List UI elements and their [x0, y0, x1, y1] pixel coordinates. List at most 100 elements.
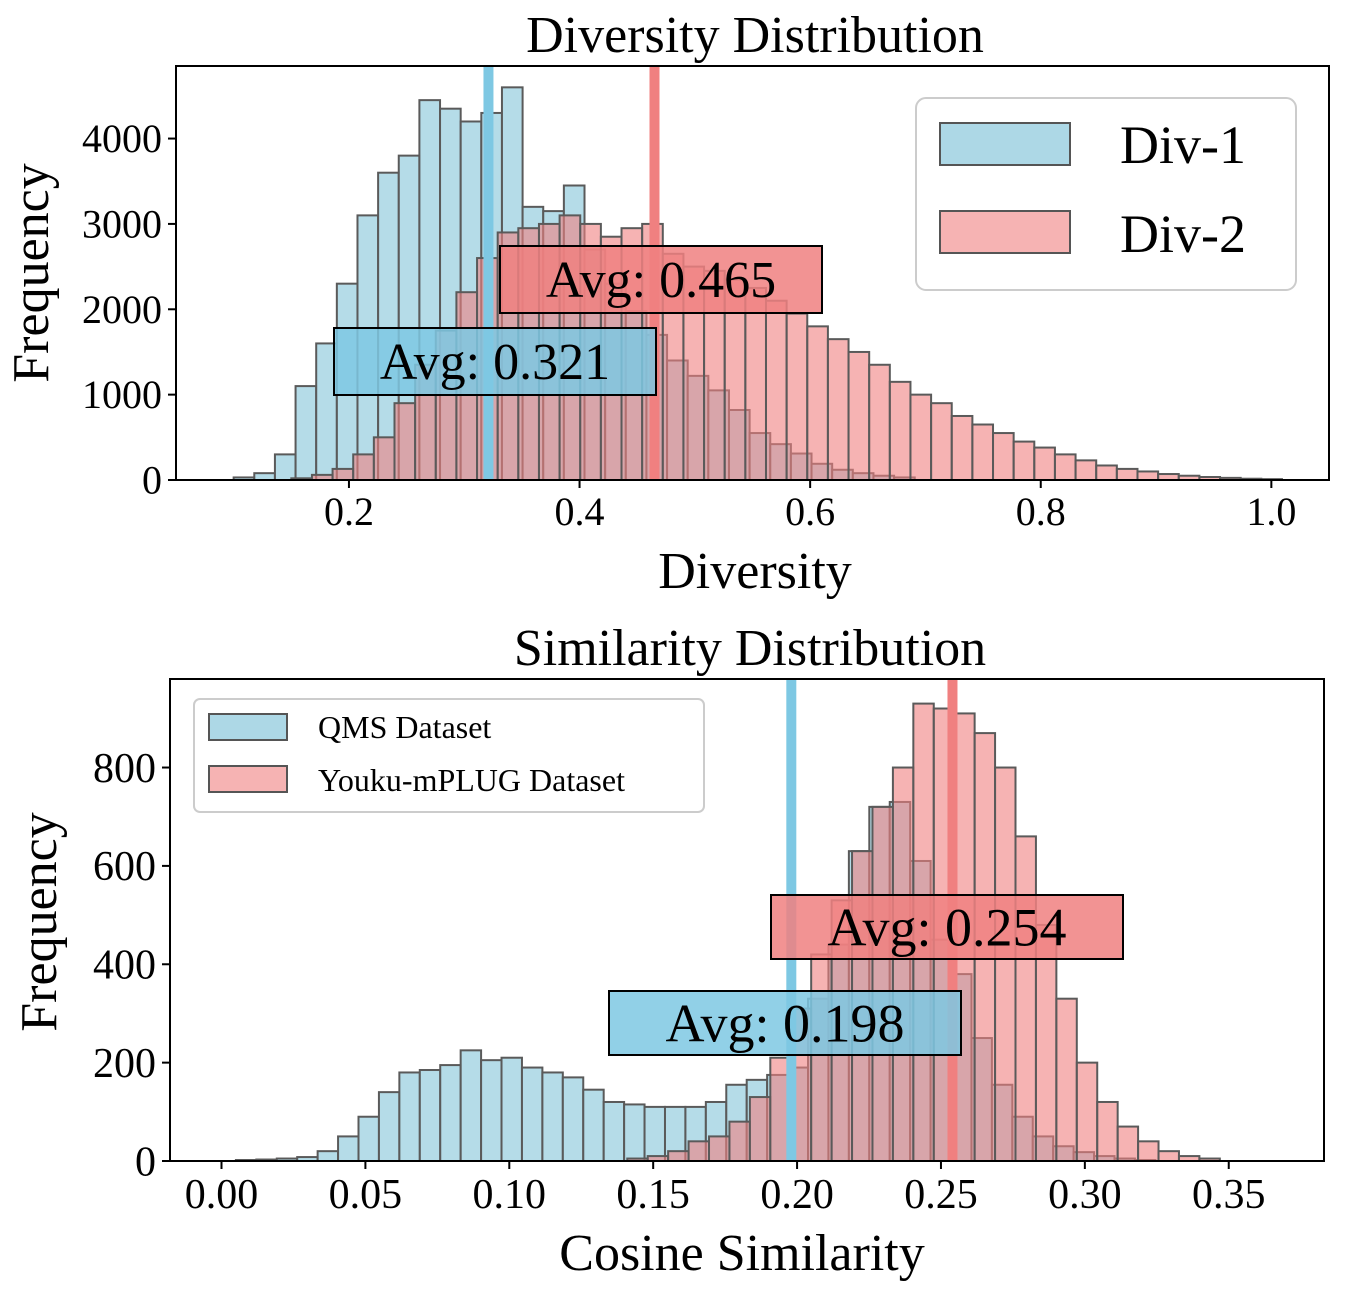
histogram-bar: [1157, 1150, 1180, 1162]
x-tick-label: 0.4: [555, 489, 605, 534]
chart-title: Similarity Distribution: [514, 620, 986, 677]
histogram-bar: [687, 1140, 711, 1163]
histogram-bar: [1095, 464, 1118, 481]
histogram-bar: [744, 286, 767, 481]
histogram-bar: [541, 1071, 564, 1162]
x-ticks: 0.2 0.4 0.6 0.8 1.0: [324, 480, 1296, 534]
histogram-bar: [1014, 835, 1037, 1162]
y-tick-label: 0: [142, 458, 162, 503]
y-tick-label: 800: [93, 746, 156, 792]
legend-label-qms: QMS Dataset: [318, 709, 491, 745]
y-tick-label: 0: [135, 1139, 156, 1185]
legend-swatch-qms: [208, 713, 288, 741]
x-tick-label: 0.2: [324, 489, 374, 534]
histogram-bar: [398, 1071, 421, 1162]
histogram-bar: [950, 414, 974, 481]
histogram-bar: [930, 402, 953, 482]
x-axis-label: Cosine Similarity: [559, 1225, 924, 1282]
histogram-bar: [643, 1105, 666, 1162]
legend-swatch-div2: [939, 210, 1071, 254]
histogram-bar: [810, 953, 833, 1163]
average-label-box: [770, 894, 1124, 960]
histogram-bar: [418, 1069, 442, 1163]
histogram-bar: [480, 1059, 503, 1162]
histogram-bar: [971, 423, 995, 482]
histogram-bar: [708, 1135, 731, 1163]
y-tick-label: 400: [93, 943, 156, 989]
histogram-bar: [871, 805, 894, 1162]
histogram-bar: [667, 1150, 690, 1162]
y-axis-label: Frequency: [11, 812, 68, 1031]
histogram-bar: [909, 393, 933, 481]
histogram-bar: [785, 312, 809, 481]
histogram-bar: [1053, 453, 1077, 482]
y-tick-label: 2000: [82, 287, 162, 332]
histogram-bar: [728, 1120, 751, 1163]
histogram-bar: [1116, 1125, 1140, 1162]
histogram-bar: [992, 432, 1015, 481]
histogram-bar: [891, 766, 915, 1163]
average-label-box: [333, 327, 657, 396]
histogram-bar: [1136, 470, 1160, 482]
histogram-bar: [273, 453, 297, 482]
average-labels: Avg: 0.321 Avg: 0.465: [333, 245, 823, 396]
histogram-bar: [888, 380, 912, 481]
y-tick-label: 1000: [82, 372, 162, 417]
histogram-bar: [352, 453, 375, 482]
histogram-bar: [459, 1049, 483, 1163]
legend-swatch-youku: [208, 765, 288, 793]
histogram-bar: [868, 363, 891, 481]
chart-title: Diversity Distribution: [526, 7, 984, 64]
histogram-bar: [520, 1066, 544, 1163]
histogram-bar: [826, 338, 850, 481]
x-tick-label: 0.00: [185, 1172, 259, 1218]
average-labels: Avg: 0.198 Avg: 0.254: [608, 894, 1124, 1056]
legend: Div-1 Div-2: [915, 97, 1297, 291]
average-label: Avg: 0.321: [380, 334, 610, 391]
histogram-bar: [582, 1088, 605, 1163]
y-ticks: 0 1000 2000 3000 4000: [82, 116, 176, 503]
y-tick-label: 3000: [82, 202, 162, 247]
histogram-bar: [1137, 1140, 1160, 1163]
histogram-bar: [357, 1115, 380, 1163]
histogram-bar: [439, 1064, 462, 1162]
y-ticks: 0 200 400 600 800: [93, 746, 170, 1185]
histogram-bar: [331, 467, 355, 482]
average-label-box: [608, 990, 962, 1056]
x-tick-label: 0.8: [1016, 489, 1066, 534]
x-tick-label: 0.05: [329, 1172, 403, 1218]
histogram-bar: [561, 1076, 585, 1162]
x-axis-label: Diversity: [658, 543, 852, 600]
histogram-bar: [1034, 923, 1058, 1163]
histogram-bar: [393, 402, 417, 482]
histogram-bar: [1012, 440, 1036, 481]
y-axis-label: Frequency: [3, 163, 60, 382]
histogram-bar: [602, 1100, 626, 1163]
x-tick-label: 0.15: [616, 1172, 690, 1218]
average-label: Avg: 0.254: [828, 897, 1067, 957]
histogram-bar: [337, 1135, 360, 1163]
histogram-bar: [1115, 467, 1139, 482]
histogram-bar: [623, 1103, 646, 1162]
histogram-bar: [847, 350, 871, 482]
legend-label-youku: Youku-mPLUG Dataset: [318, 762, 625, 798]
histogram-bar: [764, 299, 788, 482]
histogram-bar: [1096, 1100, 1119, 1163]
average-label-box: [499, 245, 823, 314]
histogram-bar: [1074, 459, 1098, 481]
legend-box: [193, 698, 705, 813]
histogram-bar: [1055, 997, 1078, 1162]
histogram-bar: [1075, 1061, 1099, 1163]
x-tick-label: 0.30: [1048, 1172, 1122, 1218]
x-ticks: 0.00 0.05 0.10 0.15 0.20 0.25 0.30 0.35: [185, 1161, 1265, 1218]
histogram-bar: [372, 436, 396, 481]
y-tick-label: 4000: [82, 116, 162, 161]
histogram-bar: [500, 1056, 523, 1162]
x-tick-label: 0.10: [473, 1172, 547, 1218]
legend-swatch-div1: [939, 122, 1071, 166]
histogram-bar: [994, 766, 1017, 1163]
average-label: Avg: 0.198: [666, 993, 905, 1053]
y-tick-label: 600: [93, 844, 156, 890]
histogram-bar: [1033, 446, 1056, 482]
